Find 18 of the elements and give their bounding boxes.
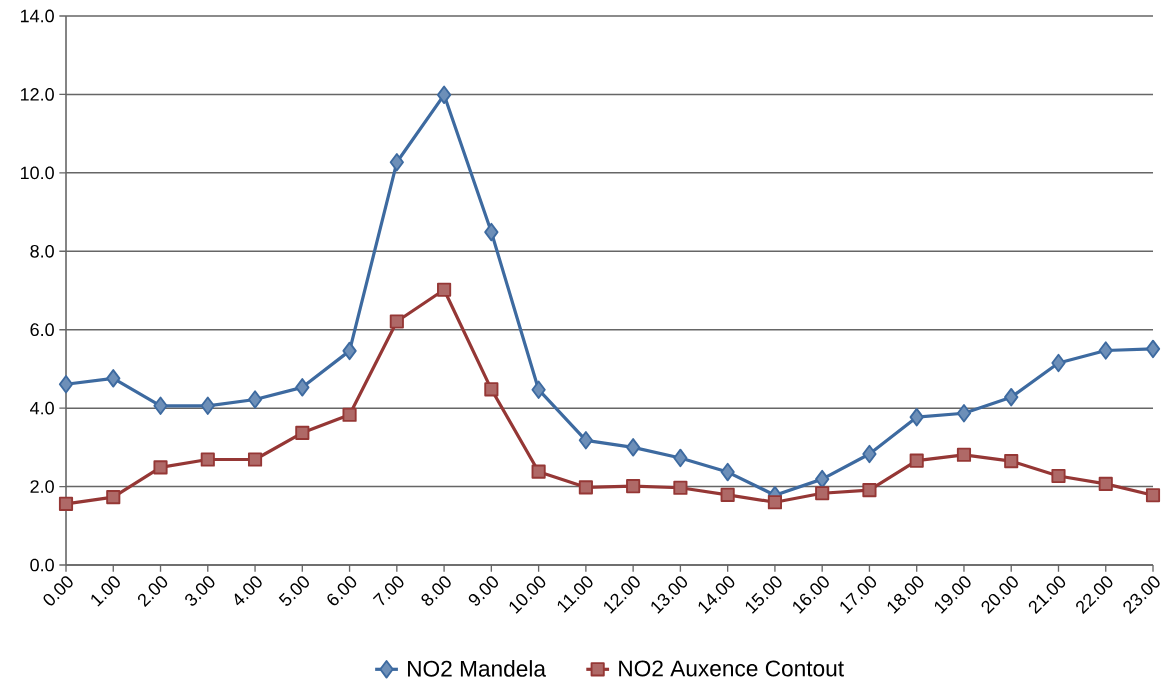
legend-label: NO2 Mandela	[408, 660, 546, 677]
y-tick-label: 4.0	[30, 401, 54, 415]
y-tick-label: 0.0	[30, 558, 54, 572]
x-tick-label: 8.00	[421, 576, 451, 606]
x-tick-label: 0.00	[43, 576, 73, 606]
y-tick-label: 8.0	[30, 244, 54, 258]
x-tick-label: 6.00	[327, 576, 357, 606]
x-tick-label: 4.00	[234, 576, 262, 606]
y-tick-label: 2.0	[30, 480, 54, 493]
legend-label: NO2 Auxence Contout	[619, 660, 844, 677]
y-tick-label: 12.0	[20, 88, 54, 101]
x-tick-label: 3.00	[185, 576, 215, 606]
y-tick-label: 10.0	[20, 166, 54, 180]
x-tick-label: 7.00	[372, 576, 404, 606]
y-tick-label: 6.0	[30, 323, 54, 337]
x-tick-label: 9.00	[468, 576, 499, 606]
x-tick-label: 5.00	[278, 576, 309, 606]
y-tick-label: 14.0	[20, 9, 54, 23]
